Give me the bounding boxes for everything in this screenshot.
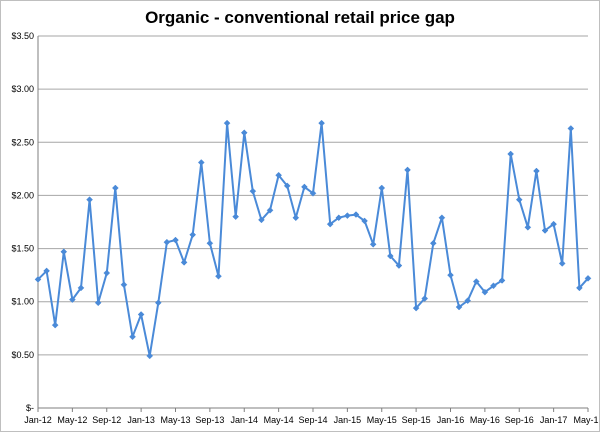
data-point xyxy=(507,150,515,158)
data-point xyxy=(550,220,557,228)
data-point xyxy=(558,260,566,267)
data-point xyxy=(180,259,188,266)
data-point xyxy=(172,236,179,244)
data-point xyxy=(447,271,454,279)
x-tick-label: Jan-12 xyxy=(24,415,52,425)
data-point xyxy=(344,212,351,219)
data-point xyxy=(524,223,532,231)
x-tick-label: May-13 xyxy=(160,415,190,425)
data-point xyxy=(541,227,549,234)
data-point xyxy=(94,299,102,307)
data-point xyxy=(352,211,360,218)
data-point xyxy=(533,167,540,175)
x-tick-label: May-12 xyxy=(57,415,87,425)
data-point xyxy=(240,129,248,137)
x-tick-label: Sep-12 xyxy=(92,415,121,425)
data-point xyxy=(69,296,76,303)
x-tick-label: May-14 xyxy=(264,415,294,425)
x-tick-label: May-16 xyxy=(470,415,500,425)
data-point xyxy=(137,311,145,318)
data-point xyxy=(515,196,523,204)
y-tick-label: $2.50 xyxy=(11,137,34,147)
data-point xyxy=(223,119,231,127)
data-point xyxy=(472,278,480,285)
data-point xyxy=(318,119,325,127)
x-tick-label: Sep-15 xyxy=(402,415,431,425)
y-tick-label: $0.50 xyxy=(11,350,34,360)
data-point xyxy=(111,184,119,192)
data-point xyxy=(60,248,68,256)
data-point xyxy=(103,269,111,277)
data-point xyxy=(197,159,205,166)
series-line xyxy=(37,122,589,357)
x-tick-label: Jan-15 xyxy=(334,415,362,425)
x-tick-label: Sep-16 xyxy=(505,415,534,425)
data-point xyxy=(378,184,386,192)
chart-title: Organic - conventional retail price gap xyxy=(145,8,455,27)
data-point xyxy=(34,276,42,283)
data-point xyxy=(576,284,583,292)
data-point xyxy=(249,187,257,195)
data-point xyxy=(498,277,506,284)
data-point xyxy=(464,297,472,305)
data-point xyxy=(361,217,368,225)
x-tick-label: Sep-14 xyxy=(298,415,327,425)
data-point xyxy=(292,214,300,222)
data-point xyxy=(154,299,162,307)
y-tick-label: $1.00 xyxy=(11,297,34,307)
x-tick-label: Jan-13 xyxy=(127,415,155,425)
data-point xyxy=(129,333,136,341)
data-point xyxy=(309,189,317,197)
data-point xyxy=(43,267,50,275)
data-point xyxy=(481,288,489,296)
x-tick-label: Jan-16 xyxy=(437,415,465,425)
data-point xyxy=(412,304,420,312)
data-point xyxy=(258,216,265,224)
y-tick-label: $1.50 xyxy=(11,244,34,254)
data-point xyxy=(215,272,222,280)
data-point xyxy=(51,321,59,329)
data-point xyxy=(283,182,291,190)
data-point xyxy=(206,239,214,247)
data-point xyxy=(189,231,197,239)
data-point xyxy=(326,220,334,228)
data-point xyxy=(429,239,437,247)
data-point xyxy=(369,240,377,248)
y-tick-label: $3.50 xyxy=(11,31,34,41)
data-point xyxy=(386,252,394,260)
data-point xyxy=(421,295,429,302)
data-point xyxy=(266,206,274,214)
data-point xyxy=(490,282,497,290)
data-point xyxy=(86,196,93,204)
data-point xyxy=(395,262,403,269)
x-tick-label: May-1 xyxy=(573,415,598,425)
data-point xyxy=(275,171,282,179)
data-point xyxy=(404,166,411,174)
data-point xyxy=(232,213,240,221)
data-point xyxy=(584,274,592,282)
data-point xyxy=(163,238,171,246)
data-point xyxy=(438,214,446,222)
data-point xyxy=(455,303,463,311)
data-point xyxy=(301,183,308,191)
data-point xyxy=(335,214,343,222)
data-point xyxy=(567,125,575,132)
data-point xyxy=(146,352,154,360)
x-tick-label: Sep-13 xyxy=(195,415,224,425)
x-tick-label: May-15 xyxy=(367,415,397,425)
y-tick-label: $- xyxy=(26,403,34,413)
y-tick-label: $2.00 xyxy=(11,190,34,200)
data-point xyxy=(120,281,128,289)
y-tick-label: $3.00 xyxy=(11,84,34,94)
data-point xyxy=(77,284,85,292)
x-tick-label: Jan-17 xyxy=(540,415,568,425)
x-tick-label: Jan-14 xyxy=(230,415,258,425)
